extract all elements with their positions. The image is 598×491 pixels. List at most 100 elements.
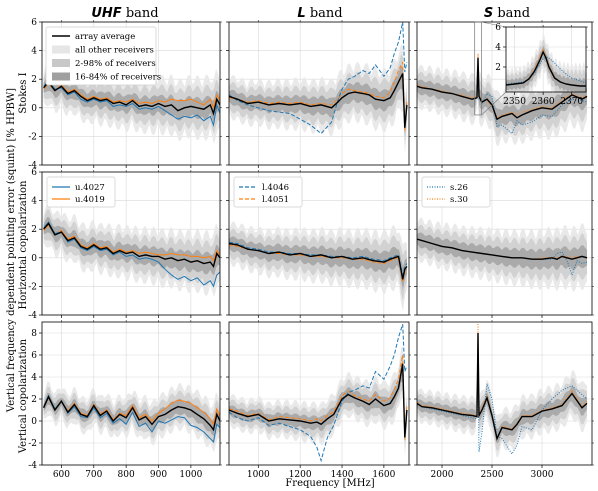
series-line-array-average	[229, 363, 408, 438]
panel-vertical-s: 2000 2500 3000	[414, 320, 594, 480]
y-tick-label: 4	[31, 197, 37, 207]
y-tick-label: 2	[31, 75, 37, 85]
column-title-s: S band	[484, 6, 530, 21]
series-line-receiver-b	[43, 224, 220, 262]
y-tick-label: 6	[495, 23, 501, 33]
y-tick-label: 2	[31, 225, 37, 235]
series-line-array-average	[417, 238, 588, 260]
plot-area	[506, 33, 586, 92]
series-line-array-average	[229, 73, 408, 128]
plot-area	[229, 324, 408, 463]
x-tick-label: 2500	[481, 470, 504, 480]
band-2-98	[417, 65, 587, 138]
series-line-receiver-a	[506, 56, 586, 85]
legend-swatch-patch	[52, 59, 70, 67]
series-line-array-average	[42, 395, 220, 432]
x-tick-label: 1600	[372, 470, 395, 480]
y-tick-label: 6	[31, 168, 37, 178]
series-line-receiver-b	[43, 396, 220, 426]
axes-frame	[416, 321, 593, 466]
x-tick-label: 2350	[503, 97, 526, 107]
y-tick-label: 2	[31, 395, 37, 405]
x-tick-label: 1000	[247, 470, 270, 480]
series-line-receiver-a	[229, 324, 408, 463]
axes-frame	[228, 171, 410, 316]
y-tick-label: 0	[31, 417, 37, 427]
series-line-receiver-b	[229, 61, 408, 131]
plot-area	[229, 22, 408, 154]
x-tick-label: 2000	[431, 470, 454, 480]
legend-label: l.4046	[262, 183, 289, 193]
plot-area	[43, 201, 220, 298]
axes-frame	[416, 171, 593, 316]
legend-receivers-l: l.4046 l.4051	[233, 176, 303, 208]
band-all-receivers	[417, 59, 587, 147]
x-tick-label: 2360	[532, 97, 555, 107]
panel-vertical-uhf: 600 700 800 900 1000 -4 -2 0 2 4 6 8	[28, 320, 222, 480]
series-line-array-average	[43, 222, 220, 268]
y-tick-label: -2	[28, 132, 37, 142]
legend-box	[421, 176, 491, 208]
panel-horizontal-l	[226, 170, 411, 318]
axes-frame	[505, 26, 587, 93]
x-tick-label: 700	[85, 470, 102, 480]
y-tick-label: 6	[31, 351, 37, 361]
panel-horizontal-s	[414, 170, 594, 318]
y-tick-label: -4	[28, 311, 37, 321]
panel-vertical-l: 1000 1200 1400 1600	[226, 320, 411, 480]
legend-label: l.4051	[262, 195, 289, 205]
plot-area	[417, 217, 588, 293]
band-16-84	[229, 236, 407, 290]
x-tick-label: 900	[150, 470, 167, 480]
band-16-84	[417, 73, 587, 129]
series-line-array-average	[506, 50, 586, 87]
row-label-stokes-i: Stokes I	[18, 72, 29, 113]
column-title-l: L band	[297, 6, 342, 21]
column-title-uhf: UHF band	[91, 6, 158, 21]
y-tick-label: 0	[31, 104, 37, 114]
x-tick-label: 800	[118, 470, 135, 480]
axes-frame	[228, 321, 410, 466]
series-line-receiver-a	[43, 221, 220, 288]
legend-label-0: array average	[75, 32, 135, 42]
plot-area	[42, 381, 220, 453]
band-16-84	[43, 392, 220, 436]
legend-main: array average all other receivers 2-98% of…	[45, 26, 161, 86]
axes-frame	[41, 171, 221, 316]
band-16-84	[229, 363, 407, 444]
y-tick-label: 4	[31, 47, 37, 57]
series-line-receiver-a	[417, 354, 588, 455]
band-16-84	[417, 232, 587, 271]
y-tick-label: -4	[28, 461, 37, 471]
series-line-receiver-b	[229, 354, 408, 440]
y-tick-label: 4	[495, 43, 501, 53]
legend-label-3: 16-84% of receivers	[75, 73, 161, 83]
legend-label-1: all other receivers	[75, 46, 154, 56]
plot-area	[229, 221, 408, 312]
y-tick-label: -2	[28, 282, 37, 292]
legend-label: s.30	[450, 195, 468, 205]
x-tick-label: 1200	[289, 470, 312, 480]
legend-swatch-patch	[52, 45, 70, 54]
row-label-horizontal: Horizontal copolarization	[18, 180, 29, 309]
series-line-array-average	[43, 80, 220, 116]
series-line-array-average	[229, 242, 408, 280]
inset-panel: 2350 2360 2370 2 4 6	[495, 23, 588, 107]
band-16-84	[229, 65, 407, 136]
series-line-receiver-b	[43, 82, 220, 110]
x-tick-label: 1000	[179, 470, 202, 480]
y-tick-label: -2	[28, 439, 37, 449]
x-tick-label: 2370	[560, 97, 583, 107]
inset-zoom-region	[474, 21, 482, 116]
legend-label: u.4019	[75, 195, 105, 205]
band-2-98	[229, 354, 407, 451]
band-16-84	[43, 216, 220, 276]
y-tick-label: 4	[31, 373, 37, 383]
legend-swatch-patch	[52, 72, 70, 81]
axes-frame	[41, 321, 221, 466]
series-line-receiver-a	[43, 394, 220, 443]
y-tick-label: 0	[31, 254, 37, 264]
legend-label: u.4027	[75, 183, 105, 193]
legend-label: s.26	[450, 183, 468, 193]
